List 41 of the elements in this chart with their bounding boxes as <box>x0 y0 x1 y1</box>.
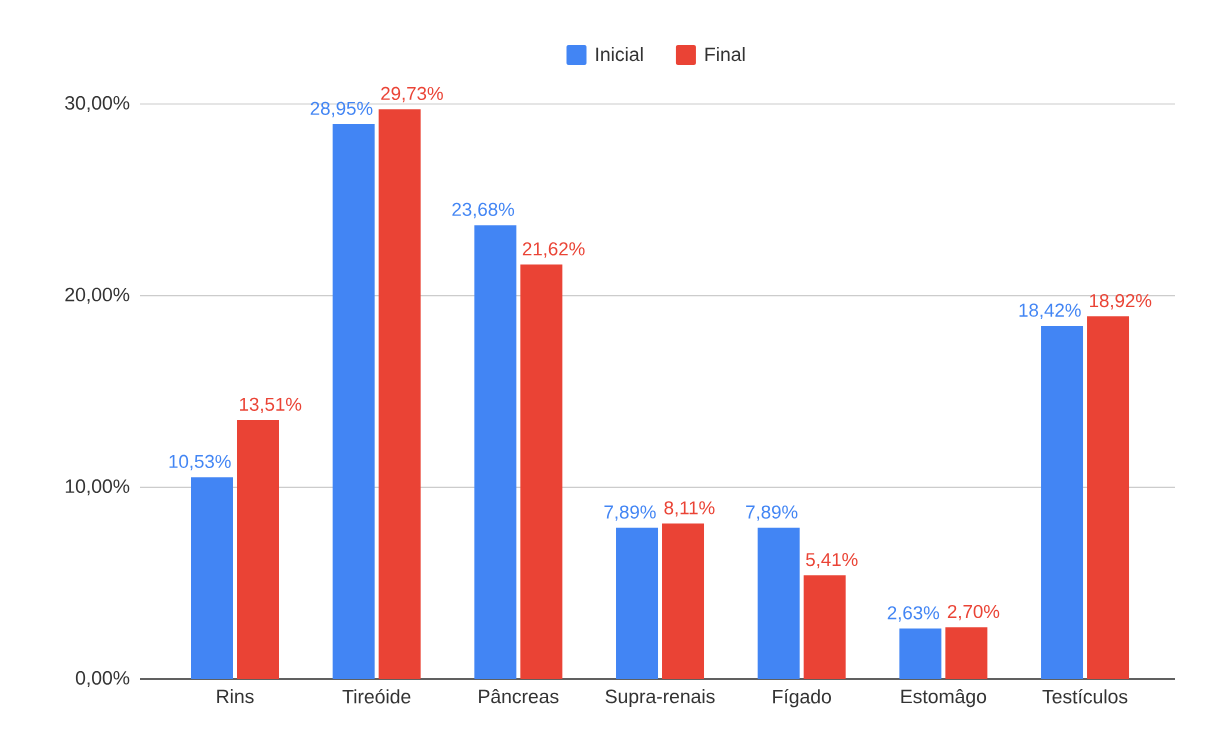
y-tick-label: 20,00% <box>65 287 130 304</box>
data-label: 5,41% <box>806 553 858 569</box>
x-tick-label: Rins <box>217 689 254 704</box>
data-label: 28,95% <box>310 101 373 118</box>
bar <box>191 477 233 679</box>
data-label: 29,73% <box>381 86 443 103</box>
bar <box>899 628 942 679</box>
bar <box>520 264 563 679</box>
bar <box>1087 316 1130 679</box>
bar <box>945 627 988 679</box>
data-label: 2,63% <box>887 606 940 622</box>
y-tick-label: 10,00% <box>65 479 130 496</box>
x-tick-label: Pâncreas <box>479 689 559 704</box>
x-tick-label: Testículos <box>1042 689 1128 704</box>
data-label: 18,92% <box>1090 293 1152 310</box>
bar <box>1041 325 1084 679</box>
bar <box>757 527 800 679</box>
bar <box>616 527 659 679</box>
data-label: 21,62% <box>522 242 585 258</box>
x-tick-label: Supra-renais <box>605 689 715 708</box>
y-tick-label: 30,00% <box>65 96 130 112</box>
data-label: 10,53% <box>169 454 231 471</box>
legend-label: Inicial <box>596 46 643 62</box>
bar <box>237 420 279 679</box>
bar <box>378 109 421 679</box>
x-tick-label: Estomâgo <box>901 689 987 708</box>
bar <box>803 575 846 679</box>
x-tick-label: Fígado <box>773 689 831 708</box>
data-label: 13,51% <box>240 397 302 414</box>
y-tick-label: 0,00% <box>75 671 130 687</box>
data-label: 2,70% <box>947 604 1000 621</box>
x-tick-label: Tireóide <box>342 689 411 704</box>
legend-label: Final <box>705 46 745 62</box>
data-label: 8,11% <box>664 501 715 517</box>
data-label: 23,68% <box>452 202 515 219</box>
data-label: 7,89% <box>604 505 656 521</box>
data-label: 7,89% <box>746 505 798 521</box>
bar <box>662 523 705 679</box>
bar <box>474 225 517 679</box>
bar <box>332 124 375 679</box>
data-label: 18,42% <box>1019 303 1081 320</box>
